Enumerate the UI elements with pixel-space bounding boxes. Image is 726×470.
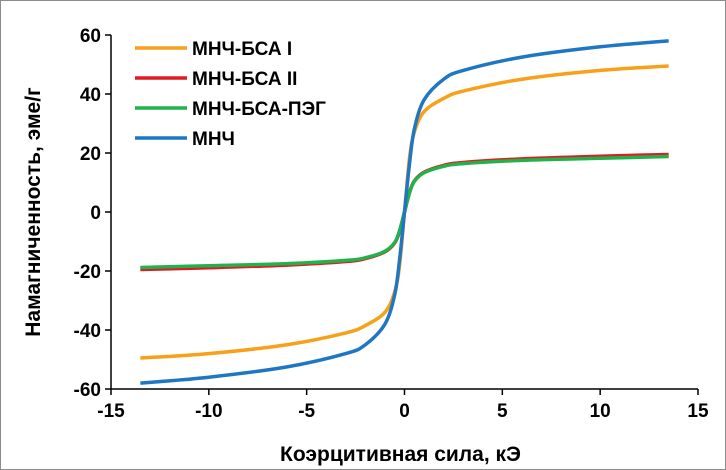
x-axis-title: Коэрцитивная сила, кЭ bbox=[280, 443, 521, 466]
x-tick-label: -5 bbox=[298, 401, 315, 422]
y-tick-label: -20 bbox=[74, 262, 101, 283]
legend: МНЧ-БСА I МНЧ-БСА II МНЧ-БСА-ПЭГ МНЧ bbox=[135, 39, 326, 150]
y-tick-label: 40 bbox=[80, 85, 101, 106]
y-axis-title: Намагниченность, эме/г bbox=[22, 87, 45, 337]
x-tick-label: 5 bbox=[497, 401, 508, 422]
x-tick-label: -10 bbox=[195, 401, 222, 422]
y-tick-label: 20 bbox=[80, 144, 101, 165]
legend-label: МНЧ-БСА II bbox=[192, 69, 297, 90]
ticks-layer: -15 -10 -5 0 5 10 15 60 40 20 0 -20 -40 -60 bbox=[74, 26, 709, 422]
x-tick-label: 15 bbox=[687, 401, 709, 422]
series-layer bbox=[140, 39, 669, 385]
x-tick-label: -15 bbox=[97, 401, 125, 422]
x-tick-label: 10 bbox=[590, 401, 611, 422]
y-tick-label: -40 bbox=[74, 321, 101, 342]
legend-label: МНЧ-БСА-ПЭГ bbox=[192, 99, 326, 120]
y-tick-label: 0 bbox=[90, 203, 101, 224]
legend-label: МНЧ-БСА I bbox=[192, 39, 292, 60]
series-line-3 bbox=[140, 39, 669, 385]
y-tick-label: -60 bbox=[74, 380, 101, 401]
legend-label: МНЧ bbox=[192, 129, 235, 150]
y-tick-label: 60 bbox=[80, 26, 101, 47]
x-tick-label: 0 bbox=[399, 401, 410, 422]
